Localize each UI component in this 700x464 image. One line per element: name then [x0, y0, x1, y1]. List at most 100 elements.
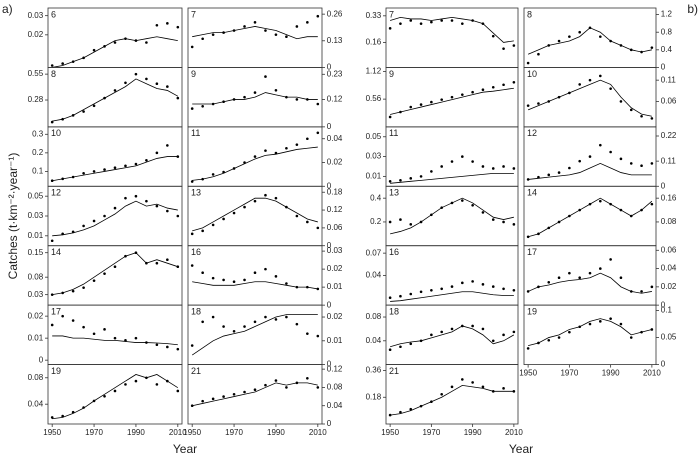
data-point — [629, 336, 633, 339]
panel-label: 7 — [191, 9, 196, 19]
data-point — [211, 397, 215, 401]
data-point — [502, 333, 505, 337]
y-tick-label: 0.04 — [327, 401, 343, 410]
data-point — [155, 23, 159, 27]
y-tick-label: 0.03 — [327, 246, 343, 255]
data-point — [61, 62, 64, 65]
y-tick-label: 0.12 — [327, 205, 343, 214]
data-point — [211, 276, 215, 280]
panel-label: 8 — [51, 69, 56, 79]
y-tick-label: 0.02 — [327, 312, 343, 321]
data-point — [145, 41, 148, 44]
y-tick-label: 0.04 — [327, 134, 343, 143]
data-point — [190, 107, 194, 110]
data-point — [599, 199, 602, 203]
data-point — [71, 319, 75, 322]
y-tick-label: 0.15 — [28, 248, 44, 257]
data-point — [316, 334, 320, 338]
panel-frame — [385, 364, 519, 425]
y-tick-label: 0.13 — [327, 36, 343, 45]
data-point — [650, 202, 654, 206]
panel-frame — [187, 364, 323, 425]
data-point — [145, 77, 148, 81]
data-point — [568, 35, 571, 38]
y-tick-label: 0.07 — [366, 248, 382, 257]
model-line — [52, 200, 178, 237]
data-point — [103, 272, 106, 275]
data-point — [190, 404, 194, 408]
y-tick-label: 1.2 — [661, 10, 673, 19]
data-point — [92, 219, 96, 223]
y-tick-label: 0.08 — [28, 373, 44, 382]
data-point — [295, 214, 299, 218]
data-point — [176, 265, 180, 268]
data-point — [103, 394, 106, 398]
data-point — [502, 83, 505, 87]
x-tick-label: 1970 — [560, 369, 578, 378]
data-point — [609, 150, 612, 154]
data-point — [274, 318, 278, 321]
data-point — [537, 175, 540, 179]
data-point — [440, 165, 443, 168]
data-point — [92, 170, 96, 173]
data-point — [211, 33, 215, 36]
y-tick-label: 0.06 — [661, 245, 677, 254]
data-point — [243, 390, 246, 394]
data-point — [176, 25, 180, 29]
data-point — [588, 155, 592, 158]
data-point — [512, 223, 516, 226]
model-line — [192, 146, 318, 181]
data-point — [103, 168, 106, 171]
y-tick-label: 0 — [661, 360, 666, 369]
data-point — [274, 379, 278, 382]
data-point — [50, 323, 54, 327]
panel-frame — [187, 245, 323, 306]
panel-frame — [47, 185, 183, 247]
y-tick-label: 0.12 — [327, 364, 343, 373]
y-tick-label: 0.11 — [661, 156, 677, 165]
x-axis-label: Year — [173, 442, 197, 456]
data-point — [222, 325, 225, 328]
panel-label: 11 — [389, 128, 398, 138]
data-point — [512, 288, 516, 292]
panel-label: 10 — [527, 69, 537, 79]
y-tick-label: 0 — [327, 63, 332, 72]
y-tick-label: 0.3 — [32, 129, 44, 138]
data-point — [113, 41, 117, 44]
data-point — [50, 64, 54, 67]
y-tick-label: 0.12 — [327, 95, 343, 104]
data-point — [512, 80, 516, 84]
data-point — [176, 96, 180, 100]
data-point — [650, 285, 654, 289]
data-point — [124, 196, 127, 200]
panel-label: 8 — [527, 9, 532, 19]
y-tick-label: 0.01 — [327, 336, 343, 345]
panel-tag: a) — [2, 2, 13, 16]
panel-frame — [523, 304, 657, 365]
data-point — [190, 264, 194, 267]
data-point — [440, 98, 443, 101]
model-line — [528, 162, 652, 180]
y-tick-label: 0.08 — [366, 312, 382, 321]
panel-label: 9 — [191, 69, 196, 79]
data-point — [599, 143, 602, 147]
data-point — [113, 89, 117, 92]
data-point — [166, 345, 169, 349]
data-point — [491, 339, 495, 343]
y-tick-label: 0.33 — [366, 11, 382, 20]
data-point — [285, 35, 288, 38]
data-point — [450, 95, 454, 99]
x-tick-label: 1950 — [43, 428, 61, 437]
x-tick-label: 2010 — [643, 369, 661, 378]
data-point — [71, 289, 75, 293]
data-point — [491, 285, 495, 288]
data-point — [232, 392, 236, 396]
data-point — [134, 162, 138, 166]
data-point — [568, 330, 571, 334]
data-point — [557, 171, 561, 174]
data-point — [609, 258, 612, 261]
data-point — [491, 218, 495, 221]
data-point — [409, 223, 413, 226]
data-point — [274, 33, 278, 36]
data-point — [578, 159, 581, 163]
